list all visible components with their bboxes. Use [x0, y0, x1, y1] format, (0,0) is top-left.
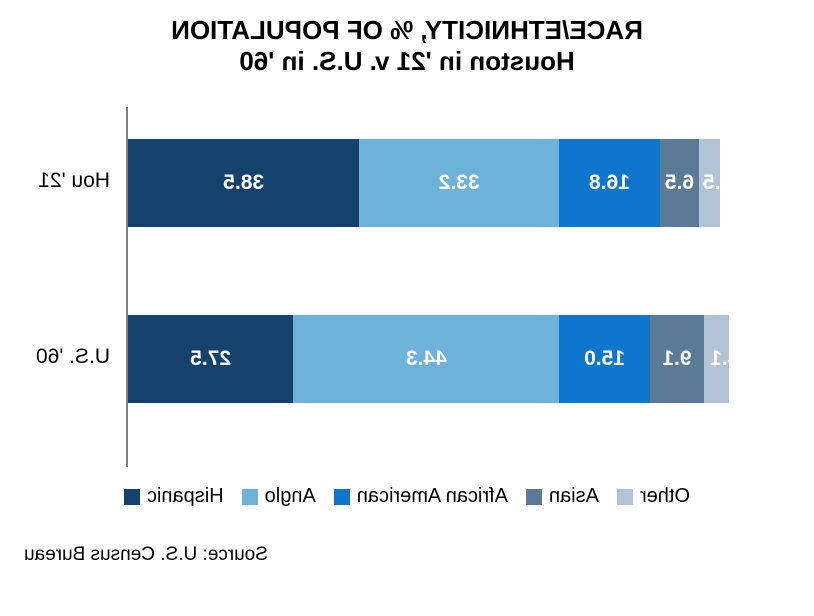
bar-value-label: 6.5	[665, 171, 694, 195]
bar-value-label: 38.5	[223, 171, 264, 195]
legend-item-anglo: Anglo	[242, 485, 316, 508]
legend-swatch-african-american	[334, 489, 350, 505]
bar-seg-anglo: 33.2	[359, 139, 559, 227]
bar-seg-african-american: 16.8	[559, 139, 660, 227]
bar-value-label: 3.5	[703, 171, 732, 195]
bar-value-label: 33.2	[439, 171, 480, 195]
chart-title-block: RACE/ETHNICITY, % OF POPULATION Houston …	[20, 15, 794, 77]
bar-row-us60: 27.5 44.3 15.0 9.1 4.1	[128, 315, 729, 403]
bar-value-label: 15.0	[584, 347, 625, 371]
legend-label: Asian	[549, 485, 599, 508]
bar-value-label: 9.1	[662, 347, 691, 371]
bar-seg-african-american: 15.0	[560, 315, 650, 403]
chart-legend: Hispanic Anglo African American Asian Ot…	[20, 485, 794, 508]
legend-item-asian: Asian	[526, 485, 599, 508]
plot-area: 38.5 33.2 16.8 6.5 3.5 Hou '21 27.5 44.3	[20, 107, 794, 467]
bar-seg-asian: 6.5	[660, 139, 699, 227]
bar-seg-other: 3.5	[699, 139, 720, 227]
row-label-hou21: Hou '21	[20, 169, 120, 193]
chart-title-line1: RACE/ETHNICITY, % OF POPULATION	[20, 15, 794, 46]
legend-label: Anglo	[265, 485, 316, 508]
bar-seg-hispanic: 38.5	[128, 139, 359, 227]
bar-value-label: 27.5	[190, 347, 231, 371]
legend-label: Hispanic	[147, 485, 224, 508]
legend-item-hispanic: Hispanic	[124, 485, 224, 508]
bar-value-label: 44.3	[406, 347, 447, 371]
bar-value-label: 16.8	[589, 171, 630, 195]
legend-label: Other	[640, 485, 690, 508]
bar-value-label: 4.1	[710, 347, 739, 371]
bar-seg-other: 4.1	[704, 315, 729, 403]
chart-container: RACE/ETHNICITY, % OF POPULATION Houston …	[0, 0, 814, 616]
legend-swatch-asian	[526, 489, 542, 505]
source-attribution: Source: U.S. Census Bureau	[20, 544, 794, 566]
bar-seg-hispanic: 27.5	[128, 315, 293, 403]
row-label-us60: U.S. '60	[20, 345, 120, 369]
legend-item-other: Other	[617, 485, 690, 508]
legend-label: African American	[357, 485, 508, 508]
legend-swatch-hispanic	[124, 489, 140, 505]
bar-seg-anglo: 44.3	[293, 315, 559, 403]
legend-item-african-american: African American	[334, 485, 508, 508]
chart-title-line2: Houston in '21 v. U.S. in '60	[20, 46, 794, 77]
bar-seg-asian: 9.1	[650, 315, 705, 403]
bar-row-hou21: 38.5 33.2 16.8 6.5 3.5	[128, 139, 729, 227]
legend-swatch-other	[617, 489, 633, 505]
legend-swatch-anglo	[242, 489, 258, 505]
